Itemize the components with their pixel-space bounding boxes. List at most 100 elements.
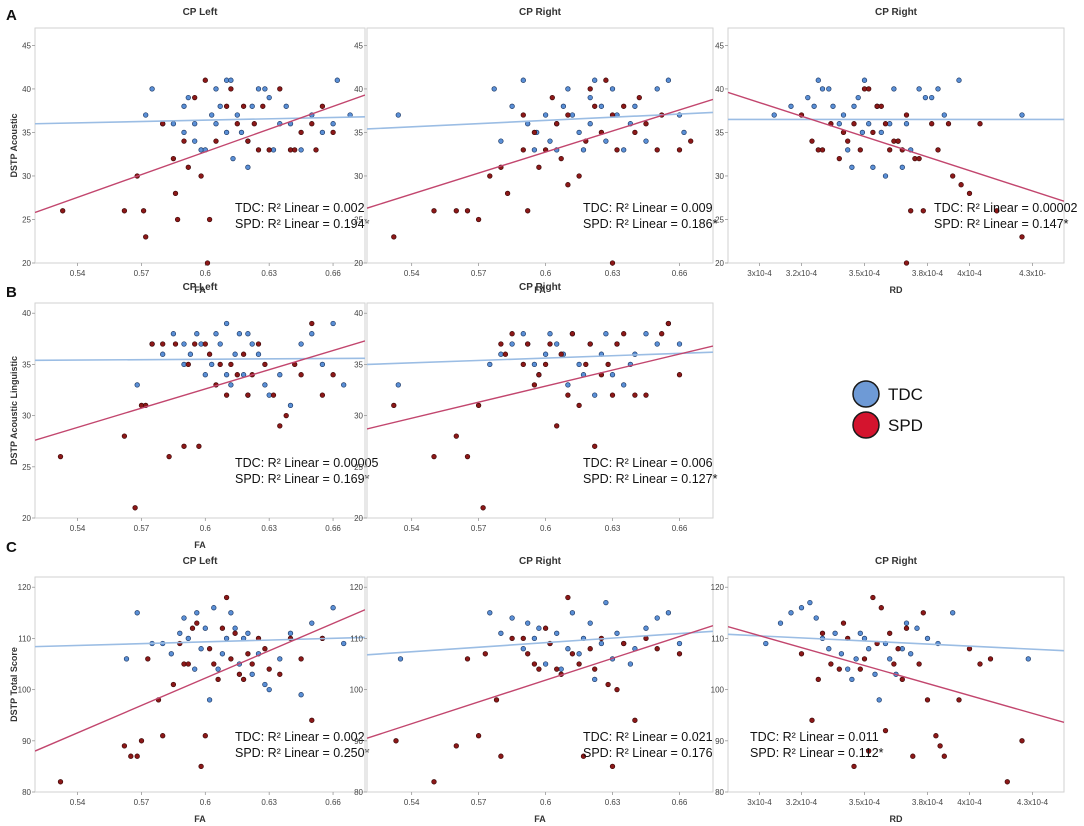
point-tdc (587, 620, 593, 626)
point-tdc (654, 341, 660, 347)
point-spd (391, 402, 397, 409)
point-tdc (498, 138, 504, 144)
point-spd (128, 753, 134, 759)
point-spd (464, 453, 471, 460)
point-spd (121, 208, 128, 214)
x-tick-label: 3x10-4 (747, 798, 772, 807)
fit-line-spd (367, 345, 713, 430)
point-spd (861, 656, 868, 662)
y-tick-label: 120 (350, 583, 364, 592)
point-spd (1004, 779, 1010, 785)
point-spd (228, 86, 234, 92)
point-spd (845, 138, 851, 144)
point-tdc (298, 692, 304, 698)
point-spd (202, 341, 208, 347)
point-spd (391, 234, 397, 240)
scatter-panels: CP Left A 0.54 0.57 0.6 0.63 0.66 20 25 30 35 40 45 F… (6, 7, 1078, 824)
point-tdc (487, 610, 493, 616)
point-tdc (916, 86, 922, 92)
point-tdc (509, 615, 515, 621)
point-tdc (520, 77, 526, 83)
point-spd (916, 155, 922, 162)
point-tdc (395, 112, 401, 118)
plot-frame (34, 27, 366, 264)
point-tdc (956, 77, 962, 83)
point-spd (202, 733, 208, 739)
series-spd (57, 594, 326, 785)
point-spd (621, 640, 627, 647)
point-spd (482, 651, 488, 657)
point-spd (60, 208, 66, 214)
point-spd (149, 341, 155, 347)
point-tdc (899, 164, 905, 170)
point-spd (160, 733, 166, 739)
point-tdc (223, 635, 230, 642)
point-tdc (547, 331, 553, 337)
panel-title: CP Right (519, 556, 562, 567)
point-spd (249, 661, 255, 667)
point-tdc (211, 605, 217, 611)
point-spd (878, 605, 884, 611)
point-tdc (230, 155, 236, 162)
point-spd (887, 630, 893, 636)
point-tdc (887, 656, 893, 662)
point-spd (319, 392, 326, 398)
point-tdc (542, 112, 549, 118)
y-tick-label: 80 (715, 788, 724, 797)
x-tick-label: 3.2x10-4 (786, 798, 818, 807)
fit-line-spd (367, 624, 713, 739)
x-tick-label: 0.63 (261, 798, 277, 807)
point-tdc (861, 635, 868, 642)
x-tick-label: 4.3x10-4 (1017, 798, 1049, 807)
point-spd (592, 103, 598, 109)
point-tdc (614, 630, 620, 636)
point-spd (531, 382, 538, 388)
point-tdc (805, 94, 811, 101)
point-spd (1019, 738, 1025, 744)
point-tdc (215, 666, 221, 672)
x-tick-label: 0.57 (471, 798, 487, 807)
point-tdc (143, 112, 149, 118)
point-tdc (788, 610, 794, 616)
point-spd (916, 661, 922, 667)
point-tdc (223, 129, 230, 136)
point-spd (966, 646, 973, 652)
point-spd (583, 361, 589, 368)
y-tick-label: 40 (715, 85, 724, 94)
point-spd (160, 121, 166, 127)
point-spd (138, 738, 145, 744)
x-tick-label: 0.66 (325, 524, 341, 533)
x-tick-label: 4.3x10- (1019, 269, 1046, 278)
r2-annotation: SPD: R² Linear = 0.127* (583, 472, 718, 486)
point-spd (866, 86, 872, 92)
point-tdc (929, 94, 935, 101)
point-spd (632, 129, 638, 136)
y-tick-label: 25 (715, 215, 724, 224)
y-axis-label: DSTP Acoustic (9, 113, 19, 177)
point-tdc (621, 147, 627, 153)
plot-frame (727, 576, 1065, 793)
point-spd (966, 190, 973, 197)
panel-title: CP Left (183, 556, 218, 567)
point-tdc (872, 671, 878, 677)
y-tick-label: 35 (715, 128, 724, 137)
point-spd (920, 610, 926, 616)
point-tdc (223, 77, 230, 83)
point-tdc (654, 86, 660, 92)
point-spd (196, 443, 202, 449)
point-spd (520, 635, 526, 642)
point-spd (614, 341, 620, 347)
point-tdc (192, 138, 198, 144)
point-spd (313, 147, 319, 153)
point-spd (903, 625, 910, 631)
y-axis-label: DSTP Total Score (9, 647, 19, 722)
point-tdc (170, 121, 177, 127)
point-spd (143, 234, 149, 240)
point-spd (621, 331, 627, 337)
series-tdc (763, 599, 1031, 703)
y-tick-label: 90 (715, 737, 724, 746)
y-tick-label: 20 (22, 514, 31, 523)
y-tick-label: 20 (22, 259, 31, 268)
y-tick-label: 110 (350, 634, 363, 643)
point-spd (815, 676, 821, 683)
